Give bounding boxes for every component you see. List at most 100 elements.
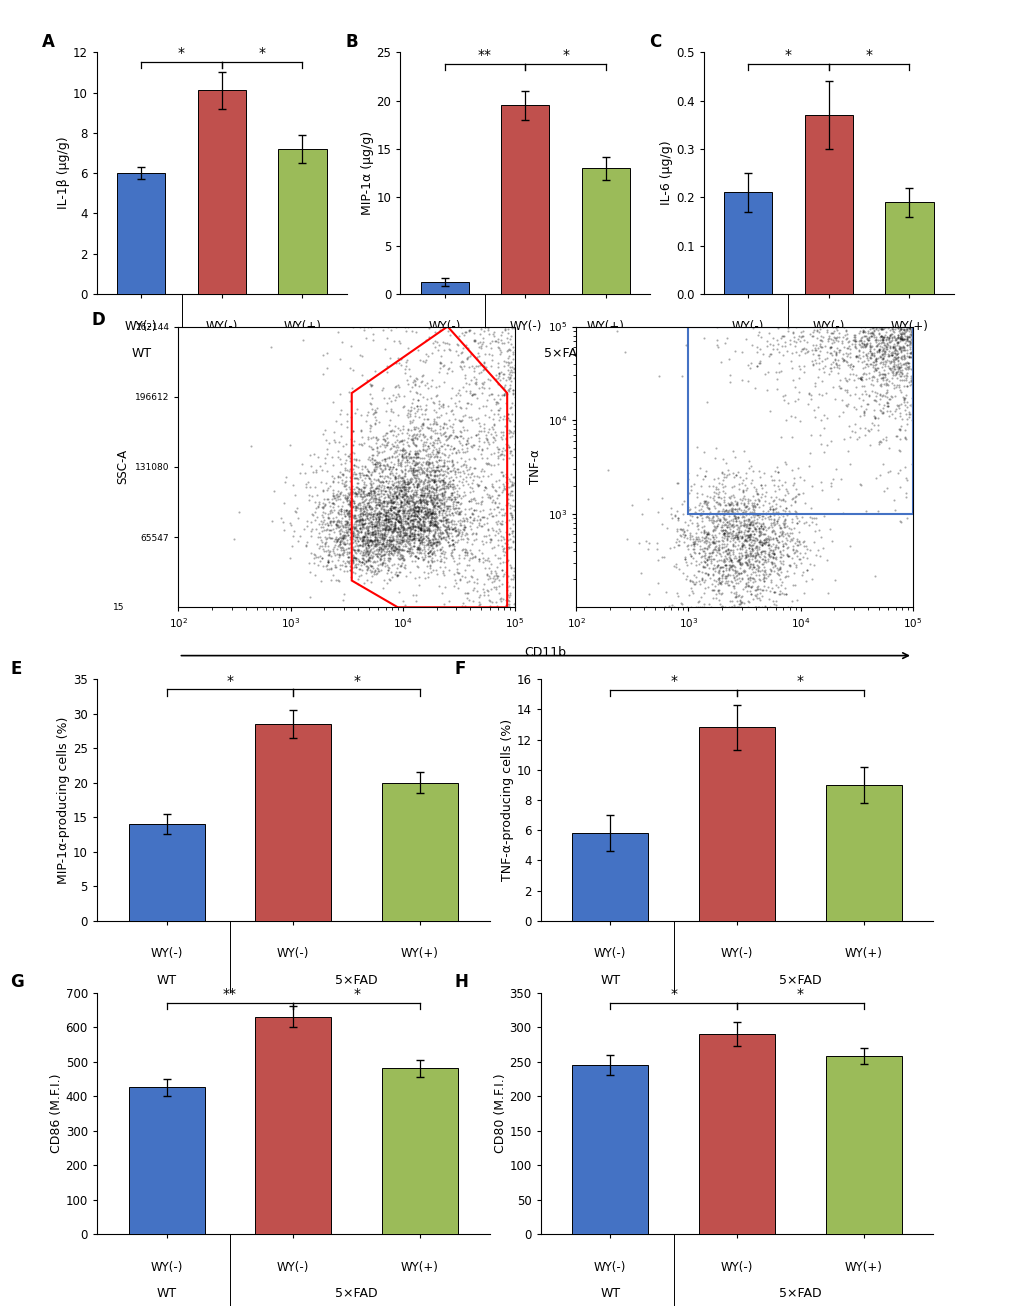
Point bbox=[340, 552, 357, 573]
Point bbox=[814, 316, 830, 337]
Point bbox=[451, 515, 468, 535]
Point bbox=[428, 516, 444, 537]
Point bbox=[874, 326, 891, 347]
Point bbox=[695, 545, 711, 565]
Point bbox=[411, 503, 427, 524]
Point bbox=[432, 538, 448, 559]
Point bbox=[300, 552, 316, 573]
Point bbox=[862, 419, 878, 440]
Point bbox=[854, 341, 870, 362]
Point bbox=[648, 533, 664, 554]
Point bbox=[398, 474, 415, 495]
Point bbox=[396, 511, 413, 532]
Point bbox=[322, 558, 338, 579]
Point bbox=[729, 524, 745, 545]
Point bbox=[483, 517, 499, 538]
Point bbox=[401, 517, 418, 538]
Point bbox=[764, 499, 781, 520]
Point bbox=[717, 500, 734, 521]
Point bbox=[390, 518, 407, 539]
Point bbox=[731, 554, 747, 575]
Point bbox=[716, 494, 733, 515]
Point bbox=[378, 494, 394, 515]
Point bbox=[324, 470, 340, 491]
Point bbox=[707, 539, 723, 560]
Point bbox=[411, 458, 427, 479]
Point bbox=[395, 518, 412, 539]
Point bbox=[745, 517, 761, 538]
Point bbox=[413, 515, 429, 535]
Point bbox=[343, 465, 360, 486]
Point bbox=[397, 477, 414, 498]
Point bbox=[490, 569, 506, 590]
Point bbox=[504, 341, 521, 362]
Point bbox=[368, 436, 384, 457]
Point bbox=[413, 520, 429, 541]
Point bbox=[374, 545, 390, 565]
Point bbox=[781, 554, 797, 575]
Point bbox=[344, 478, 361, 499]
Point bbox=[369, 543, 385, 564]
Point bbox=[408, 528, 424, 549]
Point bbox=[454, 474, 471, 495]
Point bbox=[720, 545, 737, 565]
Point bbox=[420, 502, 436, 522]
Point bbox=[791, 325, 807, 346]
Point bbox=[787, 491, 803, 512]
Point bbox=[377, 507, 393, 528]
Point bbox=[677, 525, 693, 546]
Point bbox=[879, 343, 896, 364]
Point bbox=[342, 529, 359, 550]
Point bbox=[439, 478, 455, 499]
Point bbox=[883, 317, 900, 338]
Y-axis label: SSC-A: SSC-A bbox=[116, 449, 129, 485]
Point bbox=[368, 511, 384, 532]
Point bbox=[731, 551, 747, 572]
Point bbox=[786, 500, 802, 521]
Point bbox=[902, 328, 918, 349]
Point bbox=[312, 529, 328, 550]
Point bbox=[378, 509, 394, 530]
Point bbox=[714, 502, 731, 522]
Point bbox=[308, 498, 324, 518]
Point bbox=[389, 564, 406, 585]
Point bbox=[729, 502, 745, 522]
Point bbox=[440, 468, 457, 488]
Point bbox=[388, 505, 405, 526]
Point bbox=[449, 383, 466, 404]
Point bbox=[498, 495, 515, 516]
Point bbox=[401, 538, 418, 559]
Point bbox=[755, 529, 771, 550]
Point bbox=[363, 516, 379, 537]
Point bbox=[745, 533, 761, 554]
Point bbox=[374, 471, 390, 492]
Point bbox=[709, 500, 726, 521]
Point bbox=[339, 538, 356, 559]
Point bbox=[700, 511, 716, 532]
Point bbox=[845, 329, 861, 350]
Point bbox=[770, 507, 787, 528]
Point bbox=[423, 503, 439, 524]
Point bbox=[371, 537, 387, 558]
Point bbox=[428, 533, 444, 554]
Point bbox=[499, 483, 516, 504]
Point bbox=[450, 503, 467, 524]
Point bbox=[457, 522, 473, 543]
Point bbox=[694, 500, 710, 521]
Point bbox=[405, 487, 421, 508]
Point bbox=[344, 532, 361, 552]
Point bbox=[396, 479, 413, 500]
Point bbox=[353, 434, 369, 454]
Point bbox=[382, 477, 398, 498]
Point bbox=[433, 465, 449, 486]
Point bbox=[415, 474, 431, 495]
Point bbox=[680, 585, 696, 606]
Point bbox=[415, 490, 431, 511]
Point bbox=[328, 569, 344, 590]
Point bbox=[668, 473, 685, 494]
Point bbox=[364, 521, 380, 542]
Point bbox=[772, 522, 789, 543]
Point bbox=[379, 543, 395, 564]
Point bbox=[366, 562, 382, 582]
Point bbox=[348, 528, 365, 549]
